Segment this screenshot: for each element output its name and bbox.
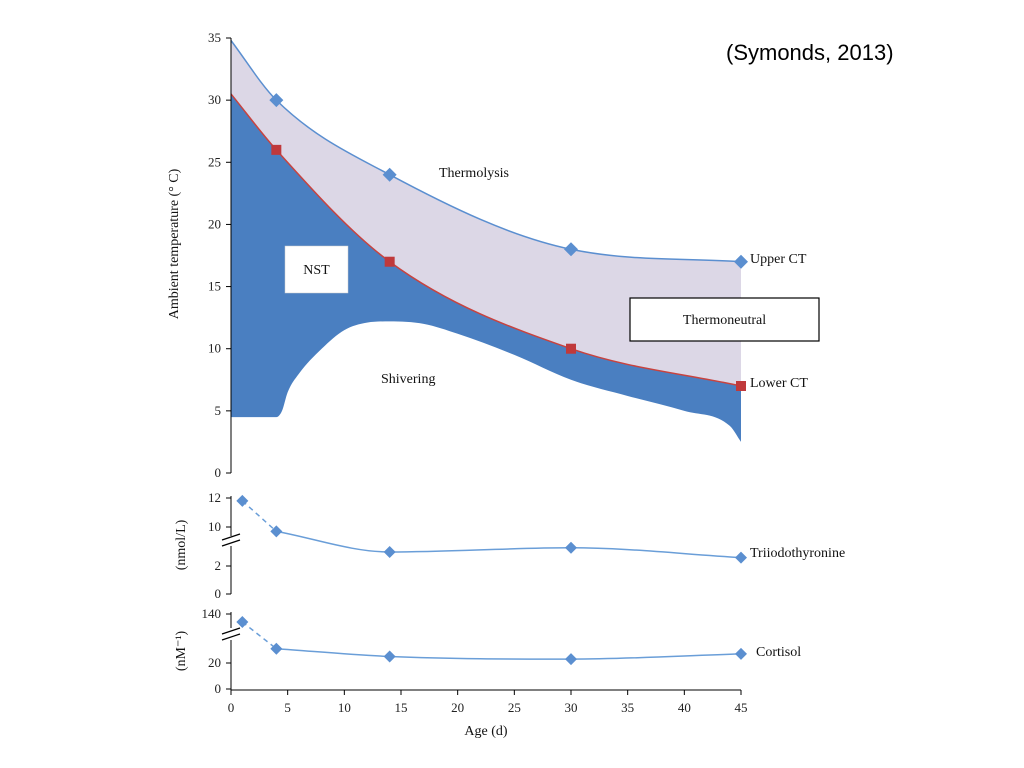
- upper-ct-label: Upper CT: [750, 252, 807, 267]
- cortisol-markers: [236, 616, 747, 666]
- main-y-tick-label: 15: [208, 279, 221, 294]
- cortisol-point: [270, 642, 283, 655]
- upper-ct-point: [564, 242, 578, 257]
- thermoneutral-label: Thermoneutral: [683, 313, 766, 328]
- lower-ct-markers: [271, 144, 746, 391]
- thermoneutral-area: [231, 40, 741, 386]
- t3-point: [270, 525, 283, 538]
- thermoneutral-label-box: [629, 297, 820, 342]
- cortisol-panel: 0 20 140 (nM⁻¹) Cortisol 0 5 10 15 20 25 30 35 40 4…: [174, 606, 801, 739]
- lower-ct-point: [736, 381, 746, 391]
- t3-markers: [236, 494, 747, 564]
- main-y-tick-label: 0: [215, 465, 222, 480]
- t3-point: [565, 541, 577, 554]
- x-tick-label: 20: [451, 700, 464, 715]
- main-y-tick-label: 10: [208, 341, 221, 356]
- main-y-tick-label: 25: [208, 154, 221, 169]
- upper-ct-markers: [269, 93, 748, 269]
- t3-y-axis-label: (nmol/L): [174, 519, 189, 570]
- x-tick-label: 45: [735, 700, 748, 715]
- t3-dashed-segment: [241, 500, 277, 532]
- x-tick-label: 0: [228, 700, 235, 715]
- x-tick-label: 25: [508, 700, 521, 715]
- shivering-label: Shivering: [381, 372, 435, 387]
- t3-point: [383, 546, 396, 558]
- x-tick-label: 5: [284, 700, 291, 715]
- t3-y-tick-label: 0: [215, 586, 222, 601]
- main-y-tick-label: 30: [208, 92, 221, 107]
- t3-axis-break: [221, 533, 241, 547]
- t3-y-tick-label: 12: [208, 490, 221, 505]
- citation: (Symonds, 2013): [726, 40, 894, 65]
- cortisol-point: [735, 647, 747, 660]
- main-y-tick-label: 35: [208, 30, 221, 45]
- main-panel: 0 5 10 15 20 25 30 35 Ambient temperature (° C)…: [167, 30, 820, 480]
- cortisol-dashed-segment: [241, 621, 277, 650]
- cortisol-y-ticks: 0 20 140: [202, 606, 231, 696]
- main-y-tick-label: 20: [208, 216, 221, 231]
- cortisol-y-tick-label: 0: [215, 681, 222, 696]
- main-y-tick-label: 5: [215, 403, 222, 418]
- cortisol-point: [565, 653, 577, 666]
- x-tick-label: 15: [395, 700, 408, 715]
- nst-label: NST: [303, 263, 330, 278]
- cortisol-line: [276, 647, 742, 660]
- x-tick-label: 10: [338, 700, 351, 715]
- upper-ct-point: [269, 93, 284, 108]
- x-tick-label: 30: [565, 700, 578, 715]
- cortisol-series-label: Cortisol: [756, 645, 801, 660]
- x-axis-label: Age (d): [464, 724, 507, 739]
- x-tick-label: 35: [621, 700, 634, 715]
- t3-y-ticks: 0 2 10 12: [208, 490, 231, 601]
- t3-y-tick-label: 2: [215, 558, 222, 573]
- upper-ct-point: [382, 167, 397, 182]
- cortisol-axis-break: [221, 627, 241, 641]
- cortisol-point: [383, 650, 396, 663]
- lower-ct-label: Lower CT: [750, 376, 808, 391]
- cortisol-y-tick-label: 140: [202, 606, 222, 621]
- t3-y-tick-label: 10: [208, 519, 221, 534]
- t3-series-label: Triiodothyronine: [750, 546, 845, 561]
- lower-ct-point: [566, 343, 576, 354]
- t3-point: [236, 494, 249, 507]
- upper-ct-point: [734, 254, 748, 269]
- cortisol-y-tick-label: 20: [208, 655, 221, 670]
- thermolysis-label: Thermolysis: [439, 166, 509, 181]
- x-tick-label: 40: [678, 700, 691, 715]
- lower-ct-point: [271, 144, 282, 155]
- main-y-axis-label: Ambient temperature (° C): [167, 168, 182, 319]
- t3-point: [735, 551, 747, 564]
- t3-line: [276, 530, 742, 559]
- main-y-ticks: 0 5 10 15 20 25 30 35: [208, 30, 231, 480]
- cortisol-point: [236, 616, 249, 628]
- triiodothyronine-panel: 0 2 10 12 (nmol/L) Triiodothyronine: [174, 490, 845, 601]
- lower-ct-point: [384, 256, 395, 267]
- x-ticks: 0 5 10 15 20 25 30 35 40 45: [228, 690, 748, 715]
- nst-label-box: [284, 245, 349, 294]
- cortisol-y-axis-label: (nM⁻¹): [174, 630, 189, 671]
